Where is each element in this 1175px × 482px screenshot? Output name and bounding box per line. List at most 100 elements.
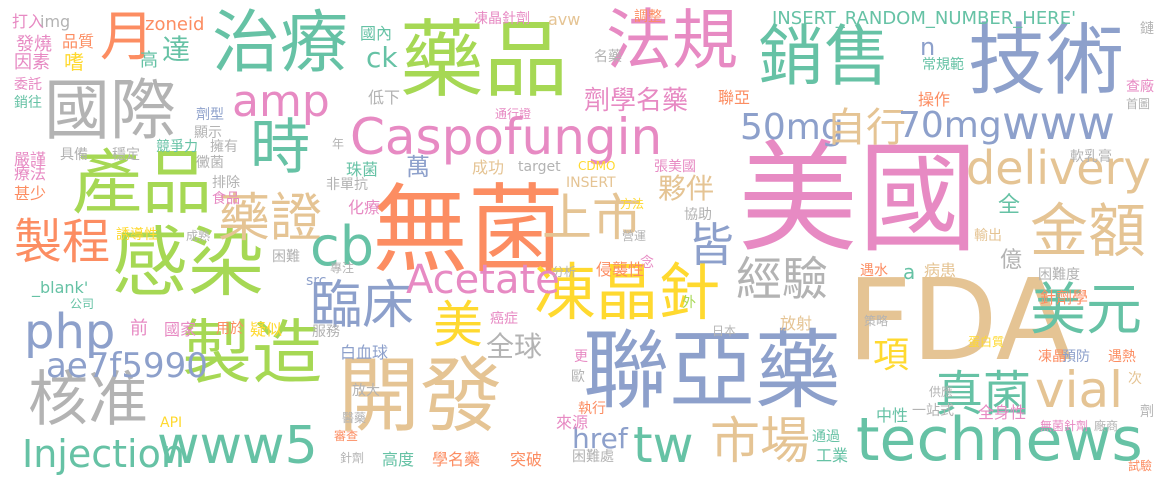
cloud-word: 藥品 [400,11,569,109]
cloud-word: CDMO [578,159,616,173]
cloud-word: 50mg [740,107,844,148]
cloud-word: 張美國 [654,159,696,175]
cloud-word: 食品 [212,191,240,207]
cloud-word: 療法 [14,164,47,183]
cloud-word: 專注 [330,261,355,275]
cloud-word: 放射 [780,314,813,333]
cloud-word: 分析 [552,265,577,279]
cloud-word: 凍晶 [1038,349,1066,365]
cloud-word: 公司 [70,297,95,311]
cloud-word: 製程 [14,214,111,270]
cloud-word: INSERT_RANDOM_NUMBER_HERE' [772,8,1077,29]
cloud-word: 執行 [578,401,606,417]
cloud-word: 國內 [360,24,393,43]
cloud-word: 時 [250,113,310,183]
cloud-word: www [1002,96,1115,150]
cloud-word: 學名藥 [432,450,481,469]
cloud-word: 名藥 [594,49,622,65]
cloud-word: 審查 [334,429,359,443]
cloud-word: 感染 [112,218,264,307]
cloud-word: 70mg [898,105,1002,146]
cloud-word: 劑型 [196,107,224,123]
cloud-word: 真菌 [935,366,1032,422]
cloud-word: vial [1035,361,1124,419]
cloud-word: 項 [873,335,910,376]
cloud-word: 高 [140,50,158,71]
cloud-word: 外 [682,295,696,311]
cloud-word: 顯示 [194,125,222,141]
cloud-word: tw [633,416,694,474]
cloud-word: 前 [130,318,148,339]
cloud-word: php [24,304,116,360]
cloud-word: 月 [100,5,154,68]
cloud-word: n [920,33,936,61]
cloud-word: 成功 [472,158,505,177]
cloud-word: 查廠 [1126,79,1154,95]
cloud-word: 放大 [352,383,380,399]
cloud-word: 通行證 [495,107,532,121]
cloud-word: 更 [574,349,588,365]
cloud-word: 全球 [486,330,543,363]
cloud-word: avw [548,10,581,29]
cloud-word: ae7f5990 [46,346,208,386]
cloud-word: 美 [433,296,483,354]
cloud-word: 聯亞藥 [583,321,841,421]
cloud-word: 市場 [710,412,810,470]
cloud-word: 劑 [1140,404,1154,420]
cloud-word: 預防 [1062,349,1090,365]
cloud-word: 劑學名藥 [584,86,689,116]
cloud-word: 協助 [684,207,712,223]
cloud-word: 鏈 [1140,21,1154,37]
cloud-word: 穩定 [112,147,140,163]
cloud-word: 年 [332,137,345,151]
cloud-word: 億 [1000,248,1023,273]
cloud-word: 疑似 [250,320,283,339]
cloud-word: 困難度 [1038,267,1080,283]
cloud-word: 誘導性 [116,227,158,243]
cloud-word: 國家 [164,320,197,339]
cloud-word: 常規範 [922,57,964,73]
cloud-word: 低下 [368,88,401,107]
cloud-word: 技術 [968,16,1125,106]
cloud-word: href [572,422,628,455]
cloud-word: 通過 [812,429,840,445]
cloud-word: 美元 [1030,278,1142,343]
cloud-word: zoneid [145,14,205,35]
cloud-word: 遇熱 [1108,349,1136,365]
cloud-word: 甚少 [14,184,47,203]
cloud-word: 產品 [72,142,212,224]
cloud-word: target [518,159,561,175]
cloud-word: 一站式 [912,403,954,419]
cloud-word: 夥伴 [658,172,715,205]
cloud-word: 製造 [182,312,322,394]
cloud-word: 醫藥 [342,411,367,425]
cloud-word: 臨床 [310,276,415,336]
cloud-word: 化療 [348,198,381,217]
cloud-word: 工業 [816,446,849,465]
cloud-word: API [160,415,183,431]
cloud-word: 來源 [556,413,589,432]
cloud-word: 競爭力 [156,139,198,155]
cloud-word: 銷售 [758,18,890,95]
cloud-word: 次 [1128,371,1142,387]
cloud-word: 法規 [606,2,738,79]
cloud-word: 凍晶針劑 [474,11,530,27]
cloud-word: 突破 [510,450,543,469]
cloud-word: 開發 [338,349,503,444]
cloud-word: 達 [162,33,191,66]
cloud-word: 侵襲性 [596,260,645,279]
cloud-word: Acetate [406,257,560,303]
cloud-word: Caspofungin [350,108,663,166]
cloud-word: img [40,12,71,31]
cloud-word: 珠菌 [346,160,379,179]
cloud-word: 高度 [382,450,415,469]
cloud-word: 策略 [864,314,889,328]
cloud-word: 發燒 [16,34,52,55]
cloud-word: cb [310,215,374,278]
cloud-word: 嗜 [64,50,84,74]
cloud-word: 首圖 [1126,97,1151,111]
cloud-word: 美國 [738,130,978,269]
cloud-word: 排除 [212,175,240,191]
cloud-word: 無菌針劑 [1040,419,1089,433]
